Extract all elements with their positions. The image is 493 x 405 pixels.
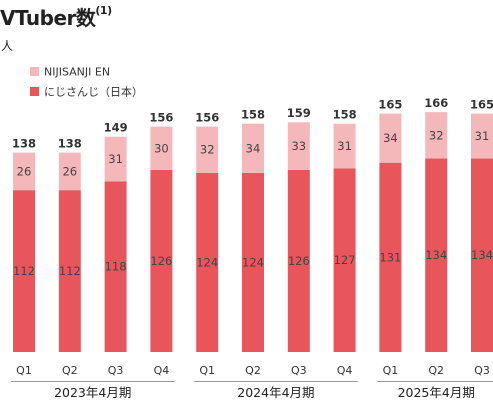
chart-title-text: VTuber数 — [0, 6, 96, 30]
bars: 112 26 138 112 26 138 118 31 149 126 30 156 124 32 156… — [12, 96, 493, 352]
data-label-en: 32 — [200, 143, 215, 157]
x-tick-label: Q4 — [337, 364, 353, 377]
bar-segment-japan — [104, 181, 127, 352]
title-footnote-marker: (1) — [95, 4, 112, 17]
bar-segment-en — [150, 126, 173, 170]
bar-segment-en — [471, 113, 493, 159]
bar-stack: 112 26 138 — [12, 137, 36, 352]
total-label: 149 — [104, 121, 128, 135]
data-label-japan: 131 — [379, 250, 401, 264]
data-label-en: 30 — [154, 141, 169, 155]
total-label: 166 — [424, 96, 448, 110]
bar-stack: 127 31 158 — [333, 108, 357, 352]
bar-stack: 134 31 165 — [470, 98, 493, 352]
total-label: 165 — [470, 98, 493, 112]
bar-segment-en — [196, 126, 219, 173]
total-label: 165 — [378, 98, 402, 112]
legend-swatch — [30, 67, 39, 76]
x-tick-label: Q3 — [474, 364, 490, 377]
bar-segment-en — [58, 152, 81, 191]
bar-segment-en — [333, 123, 356, 169]
year-group-label: 2024年4月期 — [237, 385, 314, 400]
total-label: 159 — [287, 106, 311, 120]
x-tick-label: Q3 — [108, 364, 124, 377]
data-label-en: 34 — [383, 131, 398, 145]
unit-label: 人 — [1, 39, 14, 53]
data-label-japan: 126 — [150, 254, 172, 268]
total-label: 138 — [58, 137, 82, 151]
bar-segment-en — [425, 112, 448, 159]
data-label-japan: 126 — [288, 254, 310, 268]
data-label-en: 31 — [108, 152, 123, 166]
data-label-en: 26 — [62, 164, 77, 178]
x-tick-label: Q1 — [383, 364, 399, 377]
x-tick-label: Q2 — [428, 364, 444, 377]
bar-segment-japan — [242, 172, 264, 352]
bar-stack: 124 34 158 — [241, 108, 265, 352]
x-tick-label: Q4 — [154, 364, 170, 377]
legend-label: NIJISANJI EN — [44, 66, 110, 79]
year-group-label: 2023年4月期 — [54, 385, 131, 400]
x-tick-label: Q3 — [291, 364, 307, 377]
year-group-label: 2025年4月期 — [398, 385, 475, 400]
x-axis: Q1 Q2 Q3 Q4 Q1 Q2 Q3 Q4 Q1 Q2 Q3 2023年4月期 2024年4月期 20… — [11, 364, 493, 400]
bar-segment-japan — [425, 158, 448, 352]
data-label-en: 33 — [291, 139, 306, 153]
x-tick-label: Q1 — [199, 364, 215, 377]
bar-stack: 124 32 156 — [195, 111, 219, 352]
bar-segment-japan — [150, 169, 173, 352]
bar-stack: 131 34 165 — [378, 98, 402, 352]
data-label-japan: 127 — [334, 253, 356, 267]
legend-swatch — [30, 87, 39, 96]
bar-segment-japan — [379, 162, 402, 352]
data-label-en: 31 — [475, 129, 490, 143]
data-label-en: 32 — [429, 128, 444, 142]
bar-stack: 126 33 159 — [287, 106, 311, 352]
total-label: 138 — [12, 137, 36, 151]
x-tick-label: Q2 — [62, 364, 78, 377]
data-label-japan: 112 — [13, 264, 35, 278]
data-label-en: 31 — [337, 139, 352, 153]
x-tick-label: Q1 — [16, 364, 32, 377]
legend-item: NIJISANJI EN — [30, 66, 110, 79]
legend-item: にじさんじ（日本） — [30, 85, 143, 99]
bar-segment-en — [242, 123, 264, 173]
bar-stack: 134 32 166 — [424, 96, 448, 352]
legend-label: にじさんじ（日本） — [44, 85, 143, 99]
bar-stack: 118 31 149 — [104, 121, 128, 352]
data-label-japan: 124 — [242, 255, 264, 269]
bar-segment-en — [287, 122, 310, 170]
total-label: 156 — [195, 111, 219, 125]
data-label-en: 26 — [17, 164, 32, 178]
chart-title: VTuber数(1) — [0, 2, 112, 31]
data-label-japan: 134 — [471, 248, 493, 262]
bar-segment-en — [13, 152, 35, 191]
total-label: 158 — [241, 108, 265, 122]
data-label-japan: 134 — [425, 248, 447, 262]
bar-segment-japan — [13, 190, 35, 352]
total-label: 158 — [333, 108, 357, 122]
data-label-en: 34 — [246, 141, 261, 155]
bar-segment-japan — [333, 168, 356, 352]
data-label-japan: 124 — [196, 255, 218, 269]
bar-segment-japan — [196, 172, 219, 352]
bar-stack: 112 26 138 — [58, 137, 82, 352]
legend: NIJISANJI EN にじさんじ（日本） — [30, 66, 143, 99]
total-label: 156 — [149, 111, 173, 125]
bar-segment-japan — [471, 158, 493, 352]
bar-segment-japan — [287, 169, 310, 352]
x-tick-label: Q2 — [245, 364, 261, 377]
bar-stack: 126 30 156 — [149, 111, 173, 352]
bar-segment-en — [379, 113, 402, 163]
bar-segment-en — [104, 136, 127, 182]
bar-segment-japan — [58, 190, 81, 352]
data-label-japan: 118 — [105, 260, 127, 274]
data-label-japan: 112 — [59, 264, 81, 278]
